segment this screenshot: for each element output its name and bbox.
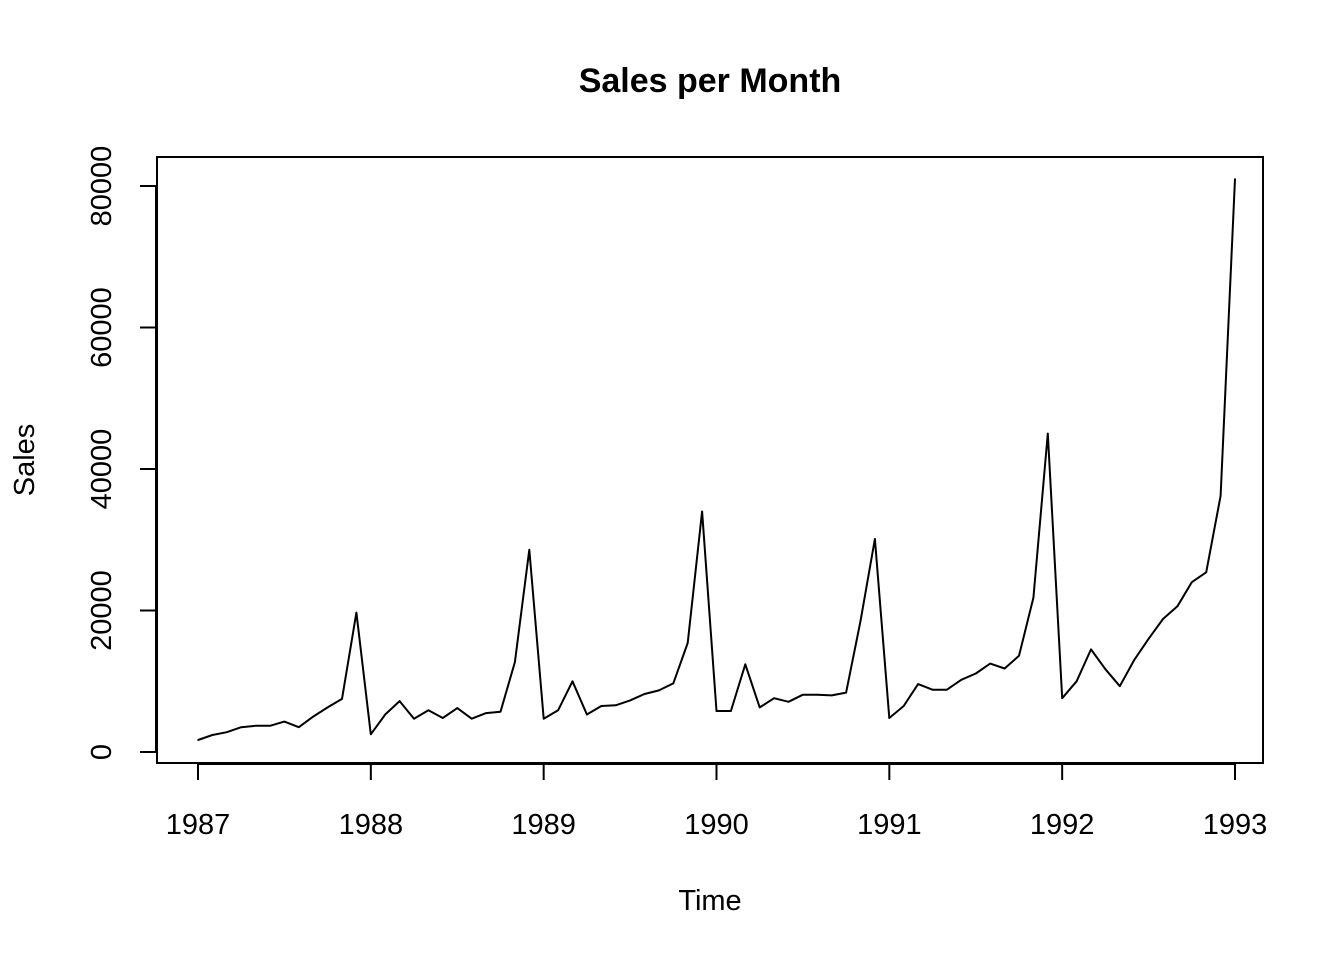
data-point [1032, 597, 1035, 599]
data-point [701, 510, 703, 513]
data-point [1090, 648, 1092, 651]
data-point [830, 694, 833, 697]
x-tick-label: 1993 [1203, 809, 1268, 841]
x-tick-label: 1990 [684, 809, 749, 841]
data-point [658, 689, 660, 692]
data-point [254, 725, 257, 727]
data-point [787, 701, 790, 703]
data-point [542, 717, 545, 720]
y-tick-label: 40000 [86, 429, 118, 510]
data-point [413, 717, 415, 720]
data-point [586, 713, 588, 716]
data-point [975, 672, 977, 675]
plot-frame [156, 156, 1264, 764]
series-layer [197, 178, 1236, 741]
data-point [370, 733, 372, 736]
data-point [398, 700, 401, 702]
data-point [470, 717, 473, 720]
data-point [874, 538, 876, 540]
data-point [197, 739, 199, 741]
chart-title: Sales per Month [579, 62, 842, 100]
data-point [758, 706, 761, 709]
data-point [1234, 178, 1236, 180]
y-axis-label: Sales [9, 424, 41, 497]
data-point [888, 717, 891, 719]
data-point [686, 642, 689, 644]
data-point [614, 704, 617, 707]
data-point [341, 698, 343, 700]
data-point [629, 699, 631, 702]
data-point [859, 620, 862, 622]
data-point [499, 710, 502, 713]
data-point [715, 710, 718, 712]
data-point [211, 734, 214, 736]
data-point [1003, 667, 1006, 670]
data-point [571, 680, 574, 683]
data-point [298, 726, 300, 728]
x-tick-label: 1989 [511, 809, 576, 841]
data-point [226, 731, 228, 733]
data-point [902, 705, 905, 707]
data-point [643, 693, 646, 695]
data-point [1018, 655, 1020, 657]
data-point [1104, 668, 1107, 670]
data-point [355, 611, 358, 614]
data-point [514, 661, 516, 663]
data-point [326, 706, 329, 709]
data-point [1133, 659, 1135, 661]
data-point [240, 726, 242, 728]
data-point [931, 688, 934, 691]
data-point [730, 710, 732, 712]
data-point [1119, 685, 1121, 687]
y-tick-label: 60000 [86, 287, 118, 368]
series-line [197, 178, 1236, 741]
data-point [946, 688, 948, 691]
data-point [1075, 680, 1078, 683]
x-axis: 1987 1988 1989 1990 1991 1992 1993 [166, 763, 1268, 841]
x-tick-label: 1987 [166, 809, 231, 841]
data-point [528, 548, 531, 551]
data-point [802, 693, 804, 696]
data-point [845, 691, 847, 694]
data-point [600, 705, 603, 707]
data-point [1162, 618, 1164, 620]
data-point [1191, 581, 1193, 583]
data-point [269, 725, 271, 727]
data-point [960, 679, 963, 681]
y-tick-label: 20000 [86, 570, 118, 651]
x-axis-label: Time [678, 885, 741, 917]
y-axis: 0 20000 40000 60000 80000 [86, 146, 157, 760]
data-point [672, 682, 675, 685]
x-tick-label: 1991 [857, 809, 922, 841]
data-point [1219, 495, 1222, 497]
data-point [917, 683, 919, 685]
data-point [744, 663, 747, 666]
data-point [485, 712, 487, 714]
data-point [442, 717, 444, 719]
data-point [312, 715, 315, 718]
data-point [1147, 638, 1150, 640]
data-point [456, 707, 459, 709]
x-tick-label: 1988 [339, 809, 404, 841]
data-point [1176, 605, 1179, 608]
data-point [283, 720, 286, 723]
x-tick-label: 1992 [1030, 809, 1095, 841]
data-point [384, 713, 387, 716]
data-point [1047, 432, 1049, 435]
data-point [1061, 697, 1063, 699]
data-point [816, 693, 819, 696]
data-point [557, 709, 559, 712]
data-point [989, 662, 991, 665]
data-point [773, 697, 775, 699]
data-point [427, 709, 430, 712]
y-tick-label: 80000 [86, 146, 118, 227]
y-tick-label: 0 [86, 744, 118, 760]
data-point [1205, 571, 1207, 574]
